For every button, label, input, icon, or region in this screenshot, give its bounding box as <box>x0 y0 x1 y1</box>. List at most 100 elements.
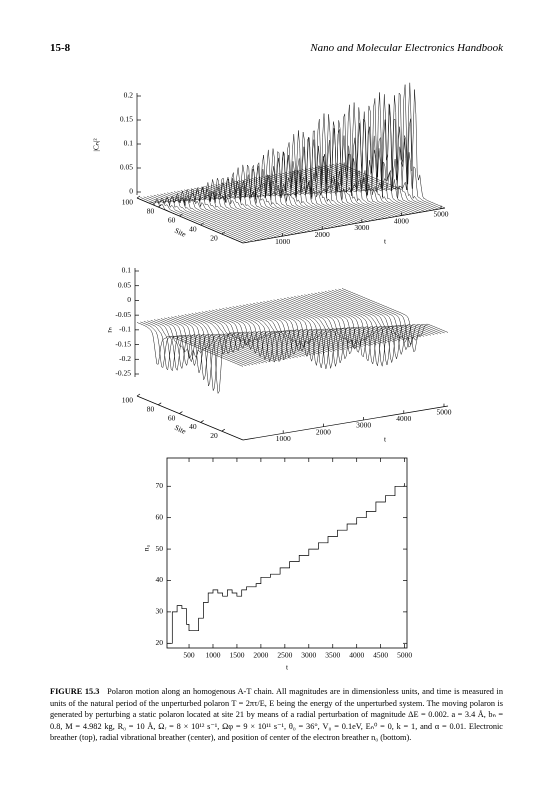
site-axis-label: Site <box>173 423 188 436</box>
surface-line <box>208 310 315 355</box>
x-tick-label: 2000 <box>253 651 268 660</box>
x-tick-label: 3500 <box>325 651 340 660</box>
t-tick-label: 4000 <box>396 414 411 423</box>
z-tick-label: 0.2 <box>124 91 134 100</box>
site-tick <box>221 428 225 432</box>
surface-line <box>180 179 287 236</box>
running-title: Nano and Molecular Electronics Handbook <box>310 42 503 54</box>
surface-line <box>143 196 250 243</box>
surface-line <box>218 308 326 358</box>
x-tick-label: 4500 <box>373 651 388 660</box>
surface-line <box>335 289 442 346</box>
surface-line <box>195 312 302 358</box>
surface-line <box>273 299 380 369</box>
site-axis <box>136 395 244 441</box>
t-tick-label: 5000 <box>436 407 451 416</box>
surface-line <box>295 107 402 216</box>
surface-line <box>241 142 348 226</box>
surface-line <box>280 298 387 364</box>
t-tick-label: 4000 <box>394 216 409 225</box>
surface-line <box>160 189 267 240</box>
surface-line <box>258 137 365 223</box>
surface-line <box>307 293 414 365</box>
surface-line <box>341 288 449 352</box>
t-tick-label: 1000 <box>275 237 290 246</box>
surface-line <box>163 188 270 239</box>
site-axis-label: Site <box>173 226 188 239</box>
surface-line <box>324 291 431 360</box>
site-tick-label: 40 <box>189 422 197 431</box>
surface-line <box>150 195 257 241</box>
site-tick-label: 40 <box>189 225 197 234</box>
surface-line <box>147 320 254 372</box>
surface-line <box>237 150 345 226</box>
y-axis-label: n₀ <box>142 544 151 551</box>
site-tick-label: 20 <box>210 234 218 243</box>
y-tick-label: 30 <box>156 607 164 616</box>
z-tick-label: -0.05 <box>115 310 131 319</box>
caption-text: Polaron motion along an homogenous A-T c… <box>50 687 503 743</box>
surface-line <box>266 300 373 369</box>
surface-line <box>234 151 341 227</box>
surface-line <box>254 137 361 223</box>
z-tick-label: 0.05 <box>120 163 133 172</box>
surface-line <box>291 102 398 217</box>
surface-line <box>214 165 321 230</box>
surface-line <box>184 177 291 236</box>
plot-frame <box>166 457 408 649</box>
site-tick <box>158 402 162 406</box>
surface-line <box>174 315 281 380</box>
z-tick-label: 0.1 <box>124 139 134 148</box>
surface-line <box>246 304 353 351</box>
z-tick-label: -0.15 <box>115 339 131 348</box>
surface-line <box>271 114 378 220</box>
surface-line <box>236 305 343 361</box>
surface-line <box>140 197 247 243</box>
site-tick-label: 80 <box>147 405 155 414</box>
surface-line <box>318 292 425 366</box>
surface-line <box>157 318 264 367</box>
t-tick-label: 2000 <box>316 427 331 436</box>
surface-line <box>181 314 288 391</box>
surface-line <box>194 178 301 234</box>
t-axis <box>242 405 449 441</box>
surface-line <box>177 315 285 387</box>
surface-line <box>301 111 409 215</box>
surface-line <box>177 182 284 237</box>
surface-line <box>331 289 438 351</box>
x-tick-label: 1500 <box>229 651 244 660</box>
surface-line <box>283 297 390 360</box>
x-tick-label: 3000 <box>301 651 316 660</box>
surface-line <box>321 291 428 363</box>
surface-line <box>249 303 356 348</box>
site-tick <box>179 213 183 217</box>
surface-line <box>261 130 368 222</box>
surface-line <box>274 121 382 220</box>
surface-line <box>173 185 281 237</box>
site-tick <box>136 393 141 397</box>
z-tick-label: 0.05 <box>118 280 131 289</box>
surface-line <box>335 82 442 209</box>
t-tick-label: 3000 <box>356 421 371 430</box>
surface-line <box>264 119 371 222</box>
surface-line <box>227 148 334 228</box>
site-tick-label: 60 <box>168 216 176 225</box>
surface-line <box>300 294 408 358</box>
site-tick-label: 100 <box>122 396 134 405</box>
surface-line <box>338 288 445 348</box>
z-tick-label: 0 <box>129 187 133 196</box>
surface-line <box>314 292 421 367</box>
surface-line <box>167 317 274 367</box>
surface-line <box>211 165 318 231</box>
y-tick-label: 50 <box>156 544 164 553</box>
surface-line <box>170 187 277 238</box>
x-tick-label: 5000 <box>397 651 412 660</box>
surface-line <box>198 311 305 357</box>
surface-line <box>143 321 250 371</box>
surface-line <box>263 301 370 366</box>
surface-line <box>212 309 319 355</box>
surface-line <box>304 294 411 362</box>
surface-line <box>160 318 267 363</box>
